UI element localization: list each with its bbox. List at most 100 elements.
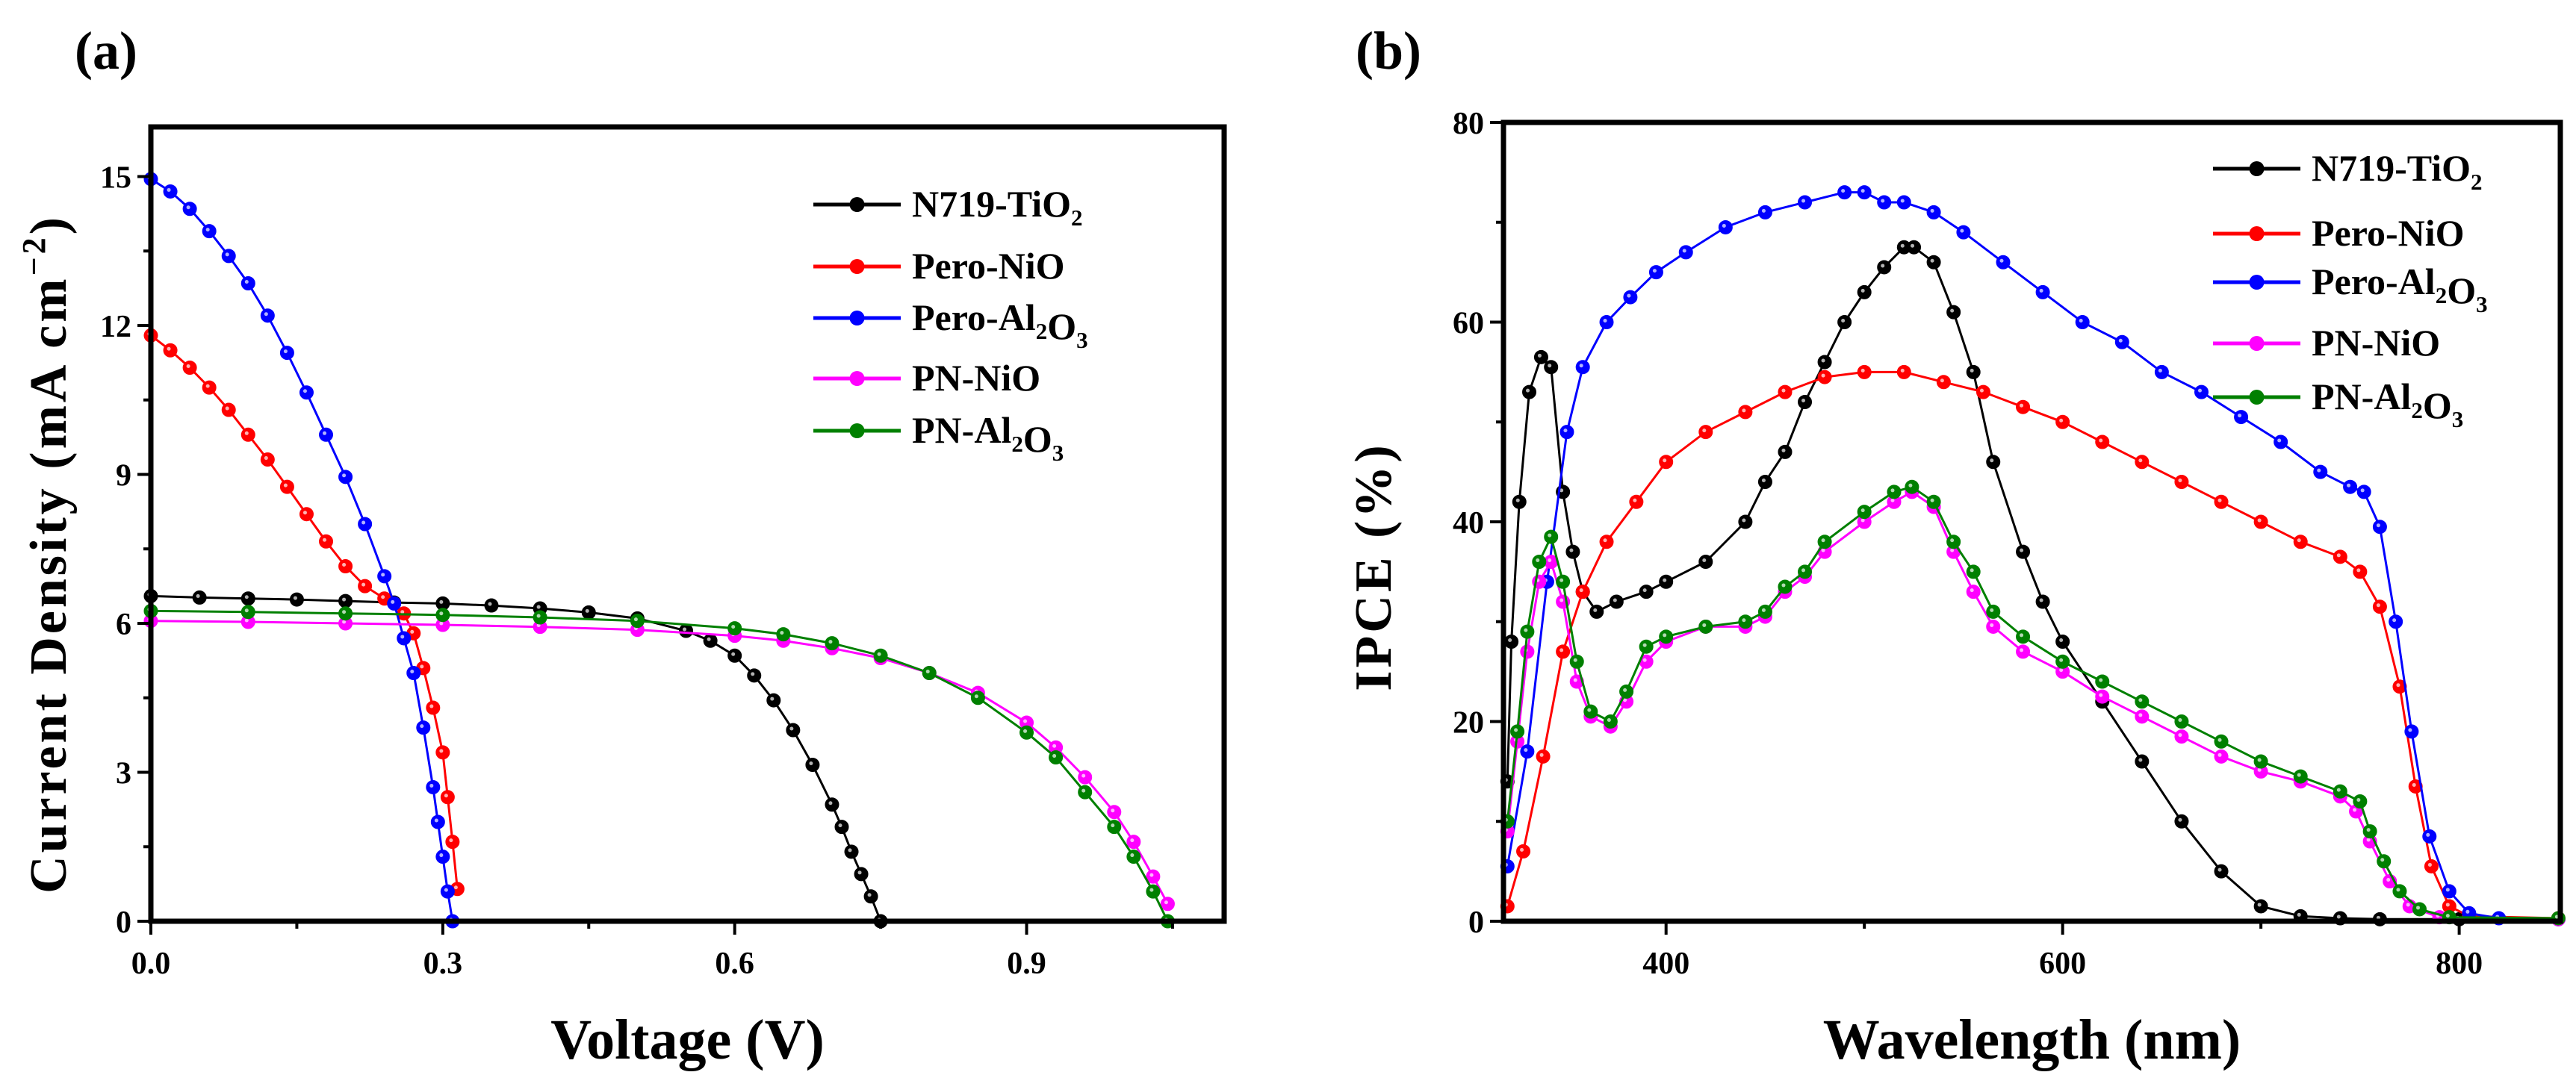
data-point	[1857, 185, 1872, 200]
data-point-highlight	[1930, 208, 1934, 213]
data-point-highlight	[1860, 189, 1865, 193]
data-point	[1520, 644, 1535, 659]
data-point	[2392, 679, 2407, 694]
data-point-highlight	[434, 818, 438, 823]
data-point	[1569, 654, 1584, 669]
data-point	[435, 608, 450, 623]
data-point	[1533, 349, 1548, 364]
data-point-highlight	[1579, 364, 1583, 368]
data-point	[1698, 555, 1713, 569]
data-point	[922, 666, 937, 680]
data-point-highlight	[1607, 718, 1611, 722]
data-point-highlight	[1950, 538, 1955, 543]
data-point-highlight	[2376, 603, 2380, 608]
data-point-highlight	[2217, 738, 2222, 742]
panel-b-ipce: (b) 400 600 800 0 20 40 60 80 Wavelength (nm) IPC…	[1345, 21, 2566, 1071]
data-point-highlight	[1742, 408, 1746, 413]
data-point-highlight	[770, 697, 775, 701]
data-point	[1857, 284, 1872, 299]
data-point	[406, 666, 421, 680]
series-pn-al2o3	[143, 603, 1175, 929]
data-point	[2408, 779, 2423, 794]
data-point	[2095, 434, 2110, 449]
data-point-highlight	[1781, 583, 1786, 588]
data-point	[1510, 724, 1525, 739]
data-point-highlight	[1130, 838, 1135, 843]
data-point-highlight	[186, 364, 190, 369]
data-point	[2392, 884, 2407, 899]
data-point	[1966, 564, 1981, 579]
data-point-highlight	[2408, 728, 2412, 732]
data-point	[163, 184, 178, 199]
data-point	[1896, 195, 1911, 210]
legend-label: PN-NiO	[912, 357, 1040, 399]
data-point	[1623, 290, 1638, 305]
data-point	[2253, 754, 2268, 769]
data-point	[1905, 479, 1919, 494]
data-point-highlight	[2257, 518, 2262, 523]
legend-item: PN-Al2O3	[2213, 376, 2463, 432]
data-point	[260, 452, 275, 467]
data-point	[182, 202, 197, 216]
data-point-highlight	[1841, 189, 1846, 193]
x-axis-title: Voltage (V)	[550, 1009, 825, 1071]
data-point	[825, 797, 839, 812]
data-point-highlight	[264, 312, 268, 317]
data-point-highlight	[2257, 903, 2262, 907]
data-point	[1556, 644, 1571, 659]
data-point-highlight	[2039, 598, 2043, 602]
series-pero-nio	[1500, 364, 2566, 926]
data-point-highlight	[302, 389, 307, 393]
legend-label: PN-Al2O3	[912, 409, 1064, 466]
legend-item: N719-TiO2	[2213, 147, 2483, 195]
data-point	[2333, 549, 2347, 564]
data-point-highlight	[1860, 508, 1865, 513]
data-point	[1599, 535, 1614, 549]
data-point	[1126, 850, 1141, 864]
data-point-highlight	[857, 870, 862, 875]
data-point-highlight	[1801, 199, 1806, 203]
data-point-highlight	[2406, 903, 2410, 907]
data-point	[319, 427, 334, 442]
data-point-highlight	[1536, 558, 1540, 562]
data-point-highlight	[1663, 458, 1667, 463]
data-point	[338, 606, 353, 621]
data-point	[727, 648, 742, 663]
data-point	[1698, 619, 1713, 634]
y-axis-title-main: Current Density (mA cm	[20, 275, 78, 893]
data-point	[2293, 535, 2308, 549]
y-tick-label: 3	[116, 757, 131, 791]
data-point	[630, 614, 645, 629]
data-point-highlight	[2178, 479, 2182, 482]
data-point	[1798, 195, 1813, 210]
data-point-highlight	[439, 853, 444, 858]
data-point	[1544, 360, 1559, 375]
data-point	[221, 249, 236, 264]
data-point	[1126, 835, 1141, 850]
data-point	[2135, 754, 2150, 769]
data-point-highlight	[683, 627, 687, 632]
data-point-highlight	[1970, 568, 1974, 573]
data-point-highlight	[1537, 353, 1542, 358]
data-point-highlight	[2396, 888, 2400, 892]
data-point-highlight	[2356, 798, 2361, 802]
data-point	[1565, 544, 1580, 559]
data-point	[727, 621, 742, 636]
data-point-highlight	[244, 431, 249, 435]
x-tick-label: 400	[1642, 947, 1689, 981]
series-pn-nio	[143, 614, 1175, 912]
data-point-highlight	[2059, 668, 2064, 673]
data-point	[1817, 370, 1832, 384]
data-point-highlight	[925, 670, 930, 673]
data-point	[1146, 884, 1161, 899]
data-point-highlight	[2099, 438, 2103, 443]
legend-marker	[2249, 390, 2265, 405]
data-point	[1504, 635, 1519, 649]
data-point	[1019, 725, 1034, 740]
legend-label: N719-TiO2	[912, 183, 1083, 231]
data-point-highlight	[244, 618, 249, 623]
data-point	[1738, 405, 1753, 420]
data-point	[2214, 864, 2229, 879]
data-point-highlight	[1623, 688, 1627, 692]
